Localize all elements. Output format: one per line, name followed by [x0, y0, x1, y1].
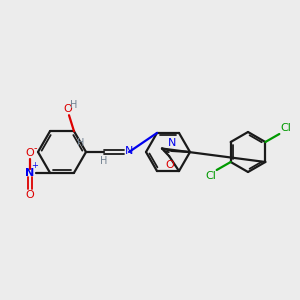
Text: +: + — [32, 161, 38, 170]
Text: N: N — [26, 168, 34, 178]
Text: Cl: Cl — [205, 171, 216, 181]
Text: H: H — [70, 100, 78, 110]
Text: N: N — [168, 138, 176, 148]
Text: H: H — [77, 138, 85, 148]
Text: O: O — [26, 148, 34, 158]
Text: O: O — [166, 160, 175, 170]
Text: Cl: Cl — [280, 123, 291, 133]
Text: -: - — [33, 143, 37, 153]
Text: H: H — [100, 156, 108, 166]
Text: O: O — [64, 104, 72, 114]
Text: O: O — [26, 190, 34, 200]
Text: N: N — [125, 146, 133, 156]
